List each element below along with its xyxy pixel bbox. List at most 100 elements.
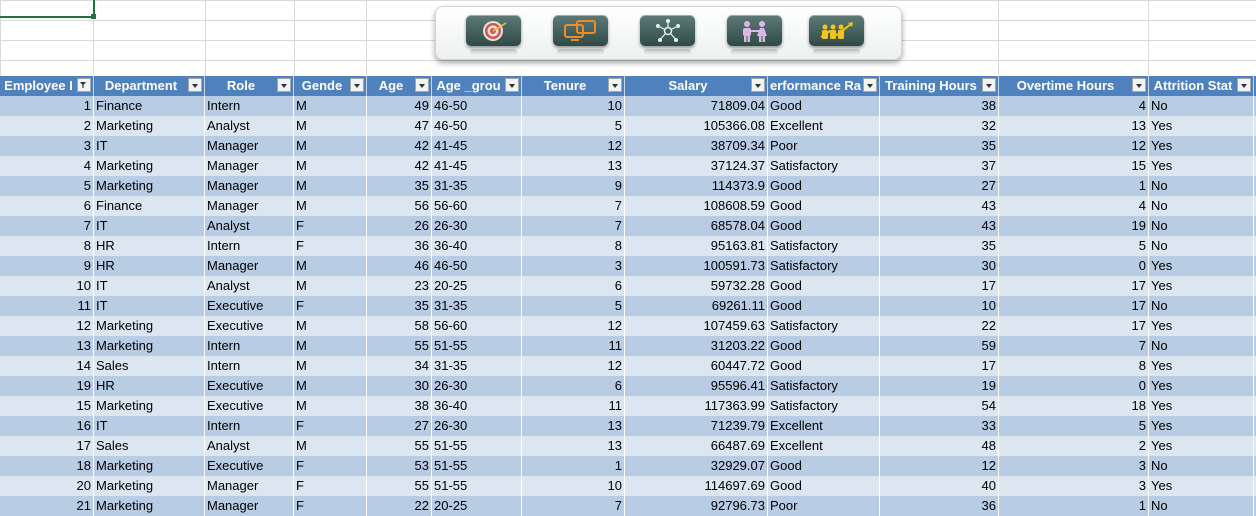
cell-role[interactable]: Executive	[205, 396, 294, 416]
cell-tenure[interactable]: 3	[522, 256, 625, 276]
cell-performance-rating[interactable]: Good	[768, 336, 880, 356]
cell-employee-id[interactable]: 15	[0, 396, 94, 416]
cell-gender[interactable]: M	[294, 196, 367, 216]
cell-employee-id[interactable]: 2	[0, 116, 94, 136]
cell-performance-rating[interactable]: Good	[768, 276, 880, 296]
cell-gender[interactable]: M	[294, 156, 367, 176]
cell-age-group[interactable]: 26-30	[432, 416, 522, 436]
cell-overtime-hours[interactable]: 17	[999, 296, 1149, 316]
cell-performance-rating[interactable]: Excellent	[768, 436, 880, 456]
cell-role[interactable]: Executive	[205, 316, 294, 336]
cell-department[interactable]: Marketing	[94, 496, 205, 516]
cell-role[interactable]: Intern	[205, 416, 294, 436]
cell-tenure[interactable]: 12	[522, 136, 625, 156]
cell-salary[interactable]: 95163.81	[625, 236, 768, 256]
cell-salary[interactable]: 95596.41	[625, 376, 768, 396]
cell-gender[interactable]: M	[294, 396, 367, 416]
cell-role[interactable]: Manager	[205, 196, 294, 216]
cell-employee-id[interactable]: 3	[0, 136, 94, 156]
cell-attrition-status[interactable]: Yes	[1149, 156, 1254, 176]
cell-age[interactable]: 55	[367, 436, 432, 456]
cell-employee-id[interactable]: 4	[0, 156, 94, 176]
cell-department[interactable]: IT	[94, 296, 205, 316]
cell-role[interactable]: Executive	[205, 376, 294, 396]
cell-training-hours[interactable]: 48	[880, 436, 999, 456]
cell-overtime-hours[interactable]: 12	[999, 136, 1149, 156]
cell-performance-rating[interactable]: Satisfactory	[768, 236, 880, 256]
filter-dropdown-icon[interactable]	[863, 78, 877, 92]
cell-department[interactable]: Marketing	[94, 156, 205, 176]
cell-training-hours[interactable]: 17	[880, 276, 999, 296]
filter-dropdown-icon[interactable]	[608, 78, 622, 92]
cell-performance-rating[interactable]: Satisfactory	[768, 376, 880, 396]
cell-age[interactable]: 30	[367, 376, 432, 396]
cell-department[interactable]: Sales	[94, 356, 205, 376]
cell-role[interactable]: Manager	[205, 176, 294, 196]
cell-overtime-hours[interactable]: 13	[999, 116, 1149, 136]
cell-performance-rating[interactable]: Satisfactory	[768, 256, 880, 276]
cell-tenure[interactable]: 7	[522, 196, 625, 216]
cell-age-group[interactable]: 56-60	[432, 196, 522, 216]
cell-performance-rating[interactable]: Excellent	[768, 416, 880, 436]
cell-age-group[interactable]: 31-35	[432, 356, 522, 376]
header-age-group[interactable]: Age _grou	[432, 76, 522, 96]
cell-tenure[interactable]: 9	[522, 176, 625, 196]
cell-gender[interactable]: M	[294, 116, 367, 136]
cell-overtime-hours[interactable]: 4	[999, 196, 1149, 216]
cell-gender[interactable]: M	[294, 356, 367, 376]
cell-overtime-hours[interactable]: 3	[999, 476, 1149, 496]
filter-dropdown-icon[interactable]	[415, 78, 429, 92]
cell-department[interactable]: Marketing	[94, 476, 205, 496]
cell-attrition-status[interactable]: No	[1149, 336, 1254, 356]
cell-salary[interactable]: 71809.04	[625, 96, 768, 116]
cell-training-hours[interactable]: 40	[880, 476, 999, 496]
cell-overtime-hours[interactable]: 18	[999, 396, 1149, 416]
cell-age-group[interactable]: 56-60	[432, 316, 522, 336]
cell-employee-id[interactable]: 12	[0, 316, 94, 336]
cell-attrition-status[interactable]: No	[1149, 176, 1254, 196]
cell-age-group[interactable]: 36-40	[432, 396, 522, 416]
cell-attrition-status[interactable]: Yes	[1149, 376, 1254, 396]
cell-age-group[interactable]: 31-35	[432, 296, 522, 316]
cell-age-group[interactable]: 20-25	[432, 496, 522, 516]
cell-department[interactable]: Marketing	[94, 396, 205, 416]
selected-cell[interactable]	[0, 0, 95, 18]
cell-age[interactable]: 47	[367, 116, 432, 136]
cell-age-group[interactable]: 26-30	[432, 216, 522, 236]
cell-role[interactable]: Manager	[205, 476, 294, 496]
header-role[interactable]: Role	[205, 76, 294, 96]
cell-training-hours[interactable]: 35	[880, 136, 999, 156]
cell-salary[interactable]: 59732.28	[625, 276, 768, 296]
cell-employee-id[interactable]: 9	[0, 256, 94, 276]
cell-salary[interactable]: 92796.73	[625, 496, 768, 516]
cell-training-hours[interactable]: 22	[880, 316, 999, 336]
cell-tenure[interactable]: 5	[522, 296, 625, 316]
cell-age[interactable]: 23	[367, 276, 432, 296]
team-growth-button[interactable]	[809, 15, 864, 55]
cell-gender[interactable]: M	[294, 316, 367, 336]
cell-age[interactable]: 36	[367, 236, 432, 256]
cell-role[interactable]: Intern	[205, 356, 294, 376]
cell-attrition-status[interactable]: No	[1149, 296, 1254, 316]
cell-employee-id[interactable]: 7	[0, 216, 94, 236]
cell-salary[interactable]: 108608.59	[625, 196, 768, 216]
cell-employee-id[interactable]: 5	[0, 176, 94, 196]
cell-salary[interactable]: 117363.99	[625, 396, 768, 416]
header-department[interactable]: Department	[94, 76, 205, 96]
cell-employee-id[interactable]: 8	[0, 236, 94, 256]
header-overtime-hours[interactable]: Overtime Hours	[999, 76, 1149, 96]
cell-tenure[interactable]: 5	[522, 116, 625, 136]
cell-tenure[interactable]: 6	[522, 276, 625, 296]
cell-department[interactable]: HR	[94, 256, 205, 276]
cell-training-hours[interactable]: 30	[880, 256, 999, 276]
cell-age[interactable]: 27	[367, 416, 432, 436]
monitors-button[interactable]	[553, 15, 608, 55]
cell-employee-id[interactable]: 6	[0, 196, 94, 216]
cell-overtime-hours[interactable]: 17	[999, 276, 1149, 296]
cell-age-group[interactable]: 20-25	[432, 276, 522, 296]
cell-attrition-status[interactable]: Yes	[1149, 276, 1254, 296]
header-performance-rating[interactable]: erformance Ra	[768, 76, 880, 96]
cell-employee-id[interactable]: 13	[0, 336, 94, 356]
cell-training-hours[interactable]: 43	[880, 216, 999, 236]
cell-tenure[interactable]: 13	[522, 156, 625, 176]
